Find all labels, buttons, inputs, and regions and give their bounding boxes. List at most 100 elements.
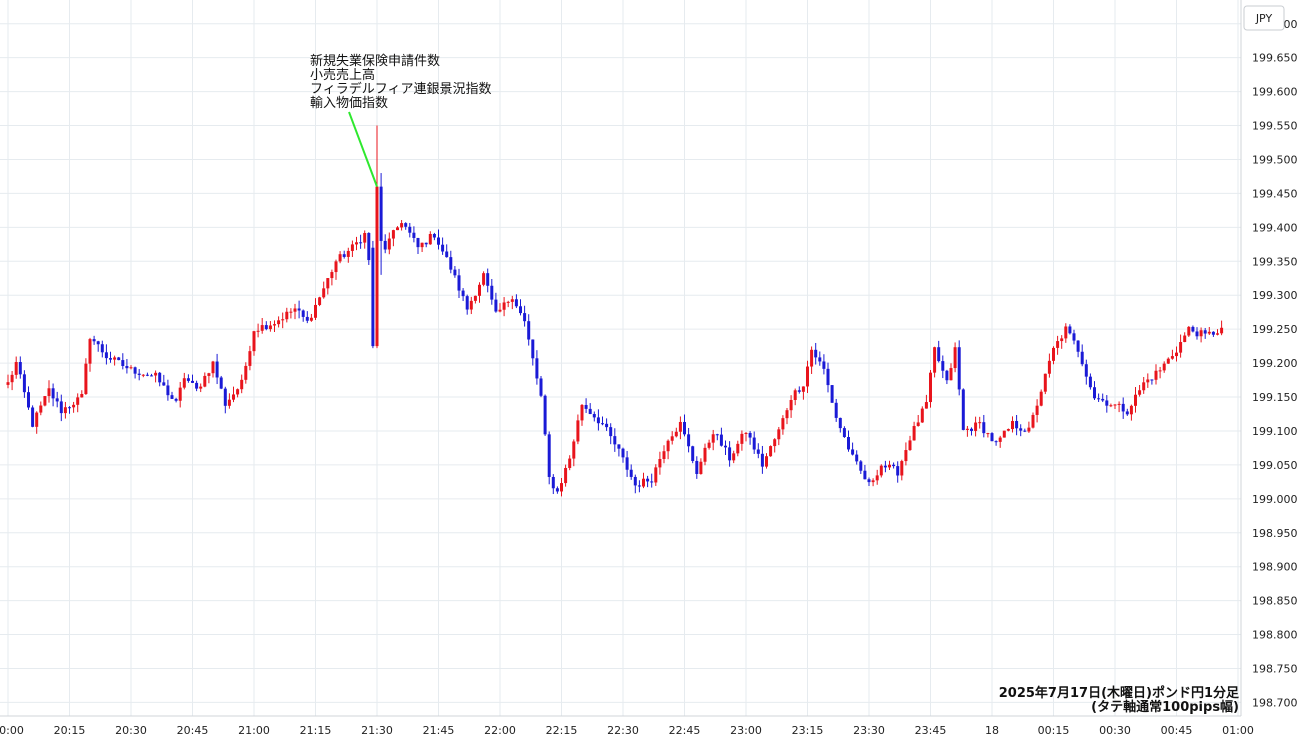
candle-body [166, 385, 170, 396]
price-axis-labels: 199.700199.650199.600199.550199.500199.4… [1252, 18, 1298, 710]
candle-body [822, 361, 826, 369]
candle-body [174, 398, 178, 401]
candle-body [199, 386, 203, 389]
candle-body [978, 422, 982, 424]
candle-body [715, 434, 719, 436]
candle-body [564, 467, 568, 484]
candle-body [96, 341, 100, 345]
candle-body [633, 476, 637, 486]
candle-body [68, 407, 71, 409]
candle-body [847, 437, 850, 450]
candle-body [982, 422, 986, 434]
candle-body [592, 414, 596, 418]
candle-body [863, 470, 867, 480]
candle-body [826, 368, 830, 386]
candle-body [998, 437, 1002, 442]
candle-body [182, 378, 186, 388]
candle-body [22, 374, 26, 393]
candle-body [301, 310, 305, 317]
candle-body [789, 399, 793, 411]
candle-body [1121, 403, 1125, 412]
candle-body [806, 366, 809, 387]
candle-body [309, 317, 313, 321]
candle-body [1052, 347, 1055, 361]
candle-body [1023, 430, 1027, 432]
candle-body [740, 433, 744, 444]
candle-body [1207, 331, 1211, 334]
candle-body [268, 325, 272, 330]
y-tick-label: 199.500 [1252, 153, 1298, 166]
candle-body [338, 254, 342, 262]
candle-body [1195, 331, 1199, 337]
candle-body [724, 445, 727, 448]
candle-body [437, 237, 440, 245]
candle-body [748, 432, 752, 438]
candle-body [1043, 373, 1047, 392]
candle-body [965, 428, 969, 430]
candle-body [326, 278, 330, 289]
candle-body [785, 410, 789, 419]
candle-body [678, 421, 682, 432]
candle-body [391, 230, 395, 239]
candle-body [732, 453, 736, 461]
candle-body [551, 476, 555, 489]
candle-body [322, 288, 326, 298]
candle-body [432, 233, 436, 238]
chart-caption-line-2: (タテ軸通常100pips幅) [1091, 699, 1239, 715]
candle-body [461, 290, 465, 297]
candle-body [875, 475, 879, 481]
candle-body [1019, 428, 1023, 431]
candle-body [59, 401, 63, 414]
annotation-line-4: 輸入物価指数 [310, 96, 388, 111]
candle-body [1162, 363, 1166, 371]
candle-body [1113, 404, 1117, 406]
candle-body [986, 433, 990, 435]
candle-body [879, 465, 883, 476]
candle-body [1220, 327, 1224, 334]
candle-body [560, 483, 563, 492]
candle-body [248, 351, 252, 366]
candle-body [654, 467, 658, 483]
candle-body [1031, 414, 1035, 428]
candle-body [658, 458, 662, 468]
event-annotation: 新規失業保険申請件数 小売売上高 フィラデルフィア連銀景況指数 輸入物価指数 [310, 53, 491, 187]
candle-body [1134, 394, 1137, 406]
candle-body [699, 461, 703, 474]
annotation-line-3: フィラデルフィア連銀景況指数 [310, 81, 491, 97]
candle-body [871, 480, 875, 483]
candle-body [510, 299, 514, 302]
chart-caption-line-1: 2025年7月17日(木曜日)ポンド円1分足 [999, 685, 1240, 701]
y-tick-label: 199.350 [1252, 255, 1298, 268]
candle-body [457, 275, 461, 291]
candle-body [223, 388, 227, 406]
candle-body [920, 408, 924, 423]
candle-body [765, 456, 768, 467]
candle-body [297, 308, 301, 311]
candle-body [539, 378, 543, 396]
candle-body [719, 434, 723, 446]
candle-body [1002, 430, 1006, 438]
candle-body [117, 357, 121, 361]
candle-body [797, 390, 801, 392]
candle-body [256, 330, 260, 332]
candle-body [92, 339, 96, 342]
candle-body [1211, 331, 1215, 335]
candle-body [970, 428, 973, 431]
candle-body [428, 233, 432, 245]
candle-body [646, 478, 650, 482]
candle-body [63, 407, 67, 414]
candle-body [486, 273, 490, 286]
candle-body [1101, 398, 1105, 401]
candle-body [974, 422, 978, 431]
candle-body [859, 461, 863, 471]
y-tick-label: 198.800 [1252, 629, 1298, 642]
candle-body [51, 388, 55, 399]
y-tick-label: 198.950 [1252, 527, 1298, 540]
candle-body [191, 380, 194, 383]
candle-body [1170, 356, 1174, 359]
currency-badge[interactable] [1243, 5, 1285, 31]
candle-body [100, 344, 104, 353]
candle-body [236, 389, 240, 395]
